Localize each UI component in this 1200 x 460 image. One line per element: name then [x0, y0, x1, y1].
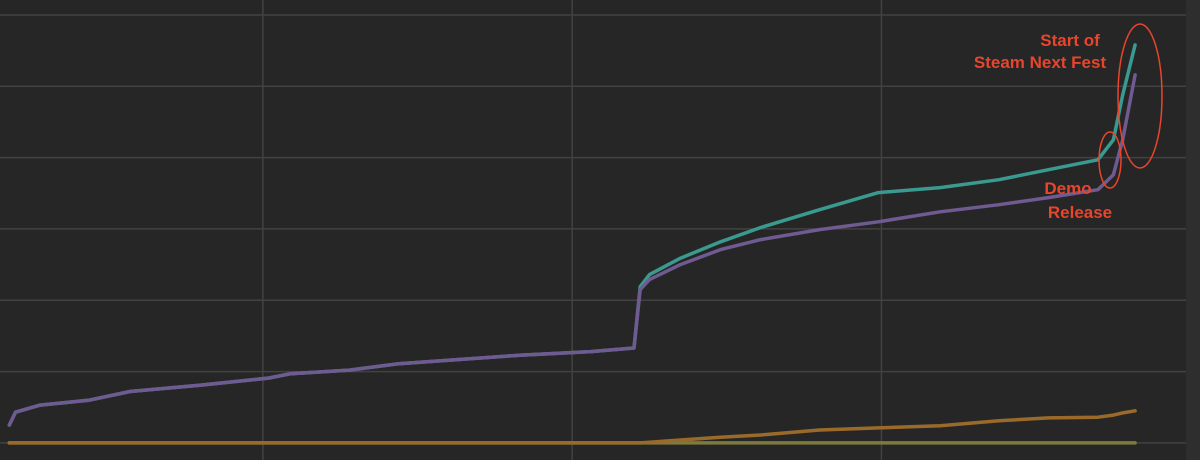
series-line	[7, 409, 1137, 445]
annotation-line: Start of	[1040, 31, 1100, 50]
highlight-ellipse	[1098, 131, 1122, 189]
annotation-line: Release	[1048, 203, 1112, 222]
series-line	[7, 73, 1137, 427]
highlight-ellipse	[1117, 23, 1163, 169]
annotation-line: Demo	[1044, 179, 1091, 198]
annotation-line: Steam Next Fest	[974, 53, 1107, 72]
lines	[7, 43, 1137, 445]
